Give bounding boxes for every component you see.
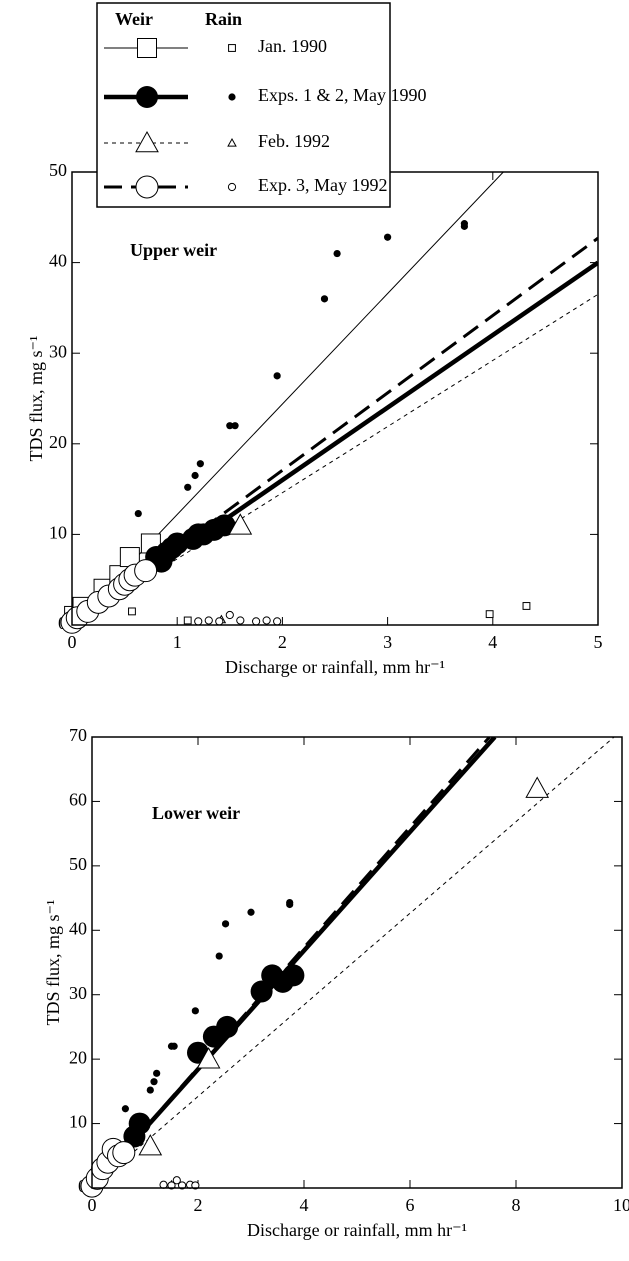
legend-label: Exp. 3, May 1992 [258, 175, 388, 195]
filled-circle-marker [170, 1042, 178, 1050]
y-tick-label: 30 [69, 983, 87, 1003]
x-tick-label: 0 [68, 632, 77, 652]
filled-circle-marker [146, 1086, 154, 1094]
panel-title: Lower weir [152, 803, 240, 823]
square-marker [183, 616, 192, 625]
legend-header: Weir [115, 9, 153, 29]
plot-area [92, 737, 615, 1188]
open-circle-marker [236, 616, 245, 625]
y-tick-label: 50 [49, 160, 67, 180]
y-tick-label: 20 [69, 1047, 87, 1067]
triangle-marker [525, 776, 550, 798]
y-tick-label: 10 [49, 523, 67, 543]
filled-circle-marker [333, 249, 341, 258]
filled-circle-marker [250, 980, 273, 1003]
open-circle-marker [134, 559, 158, 583]
triangle-marker [196, 1047, 221, 1069]
filled-circle-marker [460, 220, 468, 228]
open-circle-marker [178, 1181, 187, 1190]
y-tick-label: 30 [49, 341, 67, 361]
filled-circle-marker [216, 1015, 239, 1038]
filled-circle-marker [273, 372, 281, 380]
filled-circle-marker [226, 422, 234, 430]
open-circle-marker [191, 1181, 200, 1190]
filled-circle-marker [215, 952, 223, 960]
triangle-marker [228, 513, 253, 535]
filled-circle-marker [247, 908, 255, 916]
filled-circle-marker [191, 471, 199, 480]
fit-line [92, 737, 615, 1188]
filled-circle-marker [221, 920, 230, 928]
x-tick-label: 5 [594, 632, 603, 652]
filled-circle-marker [191, 1007, 199, 1015]
fit-line [92, 737, 497, 1188]
x-tick-label: 2 [194, 1195, 203, 1215]
open-circle-marker [225, 610, 234, 620]
open-circle-marker [172, 1176, 181, 1185]
square-marker [128, 607, 136, 616]
legend-weir-marker [137, 38, 157, 58]
square-marker [522, 602, 531, 610]
legend-label: Exps. 1 & 2, May 1990 [258, 85, 427, 105]
y-tick-label: 50 [69, 854, 87, 874]
filled-circle-marker [196, 460, 204, 468]
x-tick-label: 2 [278, 632, 287, 652]
legend-weir-marker [136, 86, 158, 108]
filled-circle-marker [282, 964, 305, 987]
y-tick-label: 10 [69, 1112, 87, 1132]
y-tick-label: 60 [69, 790, 87, 810]
open-circle-marker [252, 617, 261, 626]
x-axis-label: Discharge or rainfall, mm hr⁻¹ [225, 657, 445, 677]
x-tick-label: 10 [613, 1195, 629, 1215]
legend-rain-marker [227, 138, 237, 147]
filled-circle-marker [121, 1105, 129, 1113]
triangle-marker [138, 1134, 163, 1156]
x-tick-label: 0 [88, 1195, 97, 1215]
fit-line [92, 737, 491, 1188]
open-circle-marker [167, 1181, 176, 1190]
filled-circle-marker [153, 1069, 161, 1077]
filled-circle-marker [286, 898, 294, 907]
open-circle-marker [273, 617, 282, 626]
open-circle-marker [112, 1141, 136, 1165]
filled-circle-marker [150, 1078, 158, 1086]
y-axis-label: TDS flux, mg s⁻¹ [26, 336, 46, 462]
x-axis-label: Discharge or rainfall, mm hr⁻¹ [247, 1220, 467, 1240]
filled-circle-marker [231, 422, 239, 430]
legend-weir-marker [135, 175, 159, 199]
y-tick-label: 40 [69, 918, 87, 938]
filled-circle-marker [128, 1112, 151, 1135]
legend-rain-marker [228, 44, 236, 52]
legend-label: Jan. 1990 [258, 36, 327, 56]
x-tick-label: 8 [512, 1195, 521, 1215]
open-circle-marker [204, 616, 213, 625]
y-tick-label: 20 [49, 432, 67, 452]
y-tick-label: 40 [49, 251, 67, 271]
x-tick-label: 4 [300, 1195, 309, 1215]
x-tick-label: 4 [488, 632, 497, 652]
filled-circle-marker [384, 233, 392, 241]
filled-circle-marker [320, 295, 329, 303]
x-tick-label: 1 [173, 632, 182, 652]
filled-circle-marker [184, 483, 192, 491]
filled-circle-marker [134, 509, 142, 518]
panel-title: Upper weir [130, 240, 217, 260]
legend-header: Rain [205, 9, 242, 29]
open-circle-marker [215, 617, 224, 626]
x-tick-label: 6 [406, 1195, 415, 1215]
y-axis-label: TDS flux, mg s⁻¹ [43, 900, 63, 1026]
legend-weir-marker [135, 130, 159, 153]
y-tick-label: 70 [69, 725, 87, 745]
x-tick-label: 3 [383, 632, 392, 652]
open-circle-marker [194, 617, 203, 626]
square-marker [485, 610, 494, 619]
filled-circle-marker [213, 514, 236, 537]
legend-label: Feb. 1992 [258, 131, 330, 151]
legend-rain-marker [227, 182, 237, 192]
plot-frame [91, 736, 623, 1189]
open-circle-marker [262, 616, 271, 625]
legend-rain-marker [228, 93, 236, 101]
